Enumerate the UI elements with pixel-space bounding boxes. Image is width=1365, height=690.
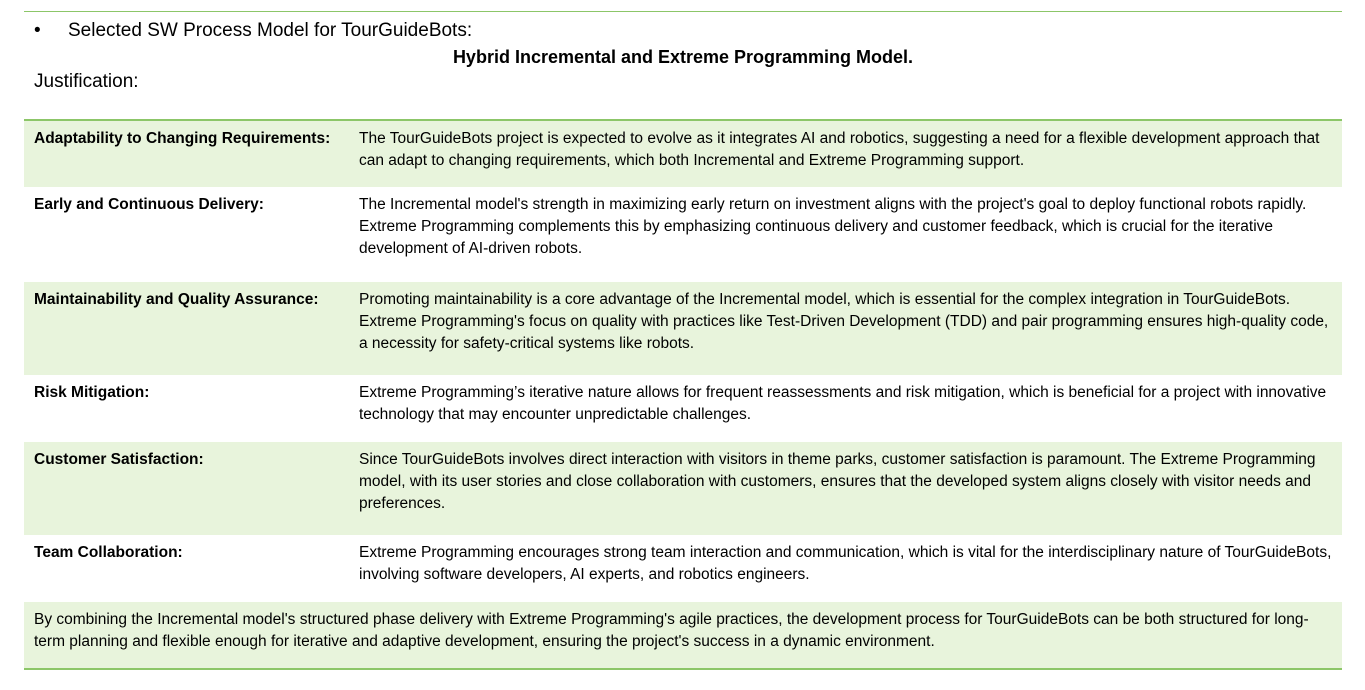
row-text: Extreme Programming’s iterative nature a… <box>359 384 1327 423</box>
model-title: Hybrid Incremental and Extreme Programmi… <box>452 47 914 67</box>
selected-model-text: Selected SW Process Model for TourGuideB… <box>68 20 473 41</box>
selected-model-line: • Selected SW Process Model for TourGuide… <box>34 19 472 43</box>
row-label: Adaptability to Changing Requirements: <box>34 130 331 147</box>
bullet-marker: • <box>34 20 41 41</box>
row-text: Extreme Programming encourages strong te… <box>359 544 1332 583</box>
row-text: Since TourGuideBots involves direct inte… <box>359 451 1316 512</box>
table-row-adaptability: Adaptability to Changing Requirements: T… <box>24 121 1342 187</box>
justification-table: Adaptability to Changing Requirements: T… <box>24 119 1342 670</box>
top-divider <box>24 11 1342 12</box>
row-label: Team Collaboration: <box>34 544 183 561</box>
row-label: Early and Continuous Delivery: <box>34 196 264 213</box>
table-row-customer-satisfaction: Customer Satisfaction: Since TourGuideBo… <box>24 442 1342 535</box>
table-row-risk-mitigation: Risk Mitigation: Extreme Programming’s i… <box>24 375 1342 442</box>
justification-label: Justification: <box>34 71 139 92</box>
row-text: Promoting maintainability is a core adva… <box>359 291 1329 352</box>
row-label: Maintainability and Quality Assurance: <box>34 291 319 308</box>
row-text: The Incremental model's strength in maxi… <box>359 196 1307 257</box>
table-row-early-delivery: Early and Continuous Delivery: The Incre… <box>24 187 1342 282</box>
table-row-maintainability: Maintainability and Quality Assurance: P… <box>24 282 1342 375</box>
row-label: Customer Satisfaction: <box>34 451 204 468</box>
row-label: Risk Mitigation: <box>34 384 150 401</box>
row-text: The TourGuideBots project is expected to… <box>359 130 1320 169</box>
table-row-team-collaboration: Team Collaboration: Extreme Programming … <box>24 535 1342 602</box>
summary-paragraph: By combining the Incremental model's str… <box>24 602 1342 668</box>
